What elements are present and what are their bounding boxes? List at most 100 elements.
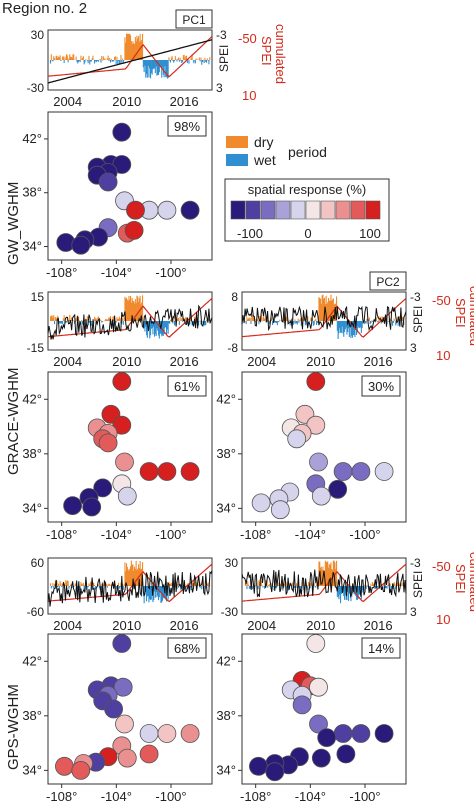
lat-tick-label: 38° <box>216 446 236 461</box>
spei-bar <box>199 60 201 62</box>
ts-tick-left-bottom: -8 <box>227 341 238 355</box>
station-point <box>351 724 371 743</box>
spei-bar <box>125 571 127 586</box>
spei-bar <box>144 60 146 66</box>
spei-bar <box>274 321 276 322</box>
year-tick-label: 2010 <box>306 354 335 369</box>
spei-bar <box>172 321 174 324</box>
spei-bar <box>132 300 134 321</box>
spei-bar <box>327 301 329 321</box>
spei-bar <box>190 316 192 321</box>
spei-bar <box>76 316 78 321</box>
year-tick-label: 2010 <box>112 94 141 109</box>
spei-bar <box>58 586 60 589</box>
spei-bar <box>255 585 257 586</box>
spei-bar <box>121 60 123 63</box>
dry-label: dry <box>254 134 273 150</box>
station-point <box>265 762 285 782</box>
spei-bar <box>182 60 184 62</box>
spei-bar <box>305 321 307 325</box>
spei-bar <box>120 55 122 60</box>
lat-tick-label: 34° <box>22 762 42 777</box>
spei-bar <box>313 321 315 325</box>
scale-swatch <box>260 200 276 220</box>
spei-bar <box>371 320 373 321</box>
lon-tick-label: -104° <box>101 789 132 804</box>
spei-bar <box>316 583 318 586</box>
spei-bar <box>175 59 177 60</box>
spei-bar <box>361 586 363 593</box>
spei-bar <box>355 586 357 596</box>
year-tick-label: 2004 <box>247 354 276 369</box>
spei-bar <box>250 321 252 324</box>
spei-bar <box>162 586 164 601</box>
spei-bar <box>103 58 105 60</box>
spei-bar <box>203 60 205 63</box>
spei-bar <box>102 584 104 586</box>
spei-bar <box>72 54 74 60</box>
spei-bar <box>154 60 156 74</box>
spei-bar <box>87 60 89 64</box>
spei-bar <box>122 318 124 321</box>
spei-bar <box>179 316 181 321</box>
spei-bar <box>164 321 166 328</box>
spei-bar <box>75 56 77 60</box>
spei-bar <box>316 321 318 325</box>
spei-bar <box>129 568 131 586</box>
station-point <box>157 462 177 481</box>
spei-bar <box>312 318 314 321</box>
spei-bar <box>358 586 360 595</box>
spei-bar <box>52 583 54 586</box>
spei-bar <box>89 584 91 586</box>
spei-bar <box>400 584 402 586</box>
station-point <box>157 724 177 743</box>
spei-bar <box>167 60 169 79</box>
spei-bar <box>129 299 131 321</box>
spei-bar <box>99 58 101 60</box>
spei-bar <box>204 321 206 326</box>
spei-bar <box>146 586 148 602</box>
spei-bar <box>252 314 254 321</box>
spei-bar <box>205 586 207 589</box>
spei-bar <box>70 56 72 60</box>
spei-bar <box>354 321 356 338</box>
lat-tick-label: 38° <box>216 708 236 723</box>
spei-bar <box>332 298 334 321</box>
spei-bar <box>296 321 298 325</box>
spei-bar <box>174 56 176 60</box>
spei-bar <box>58 321 60 324</box>
spei-bar <box>62 583 64 586</box>
spei-bar <box>163 586 165 599</box>
station-point <box>139 462 159 481</box>
station-point <box>126 200 145 220</box>
spei-bar <box>268 585 270 586</box>
spei-bar <box>153 60 155 69</box>
spei-bar <box>107 55 109 60</box>
spei-bar <box>108 583 110 586</box>
spei-bar <box>62 56 64 60</box>
spei-bar <box>109 583 111 586</box>
spei-bar <box>200 582 202 586</box>
legend: dry wet period spatial response (%) -100 0 100 <box>224 134 390 242</box>
spei-bar <box>362 586 364 590</box>
spei-bar <box>264 318 266 321</box>
spei-bar <box>126 34 128 60</box>
spei-bar <box>275 321 277 323</box>
spei-bar <box>126 299 128 321</box>
explained-variance-label: 98% <box>174 119 200 134</box>
spei-bar <box>59 321 61 324</box>
spei-bar <box>137 568 139 586</box>
spei-bar <box>170 319 172 321</box>
year-tick-label: 2016 <box>364 354 393 369</box>
spei-bar <box>312 321 314 326</box>
station-point <box>251 493 271 513</box>
spei-bar <box>86 586 88 587</box>
spei-bar <box>277 321 279 323</box>
spei-bar <box>143 60 145 73</box>
spei-bar <box>165 321 167 328</box>
spei-bar <box>366 318 368 321</box>
spei-bar <box>315 586 317 588</box>
spei-bar <box>257 586 259 590</box>
spei-bar <box>179 57 181 60</box>
spei-bar <box>77 586 79 590</box>
